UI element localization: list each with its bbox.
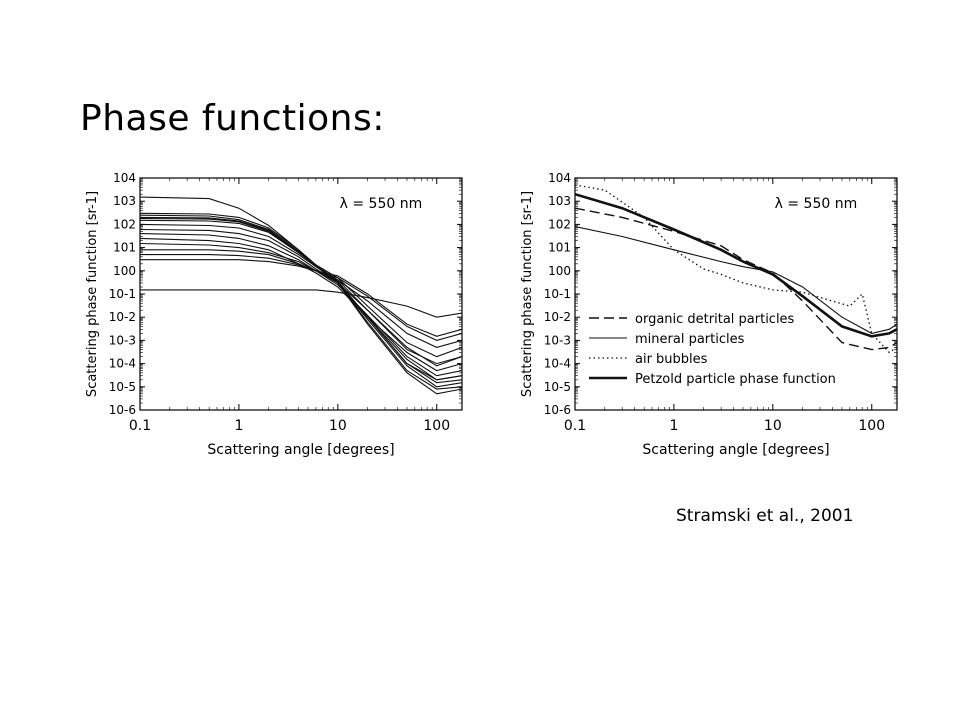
right-phase-function-chart: 10-610-510-410-310-210-11001011021031040… bbox=[520, 171, 898, 458]
x-tick-label: 100 bbox=[858, 418, 885, 434]
legend-label: mineral particles bbox=[635, 332, 745, 347]
series-line-4 bbox=[140, 223, 462, 384]
series-line-1 bbox=[575, 226, 897, 334]
y-tick-label: 10-4 bbox=[544, 357, 571, 371]
series-line-7 bbox=[140, 217, 462, 358]
y-tick-label: 10-3 bbox=[544, 333, 571, 347]
left-phase-function-chart: 10-610-510-410-310-210-11001011021031040… bbox=[85, 171, 463, 458]
series-line-12 bbox=[140, 259, 462, 337]
x-axis-label: Scattering angle [degrees] bbox=[207, 442, 394, 458]
series-line-3 bbox=[575, 192, 897, 338]
x-tick-label: 0.1 bbox=[129, 418, 151, 434]
y-tick-label: 10-2 bbox=[109, 310, 136, 324]
y-axis-label: Scattering phase function [sr-1] bbox=[85, 191, 100, 397]
y-tick-label: 104 bbox=[113, 171, 136, 185]
slide-title: Phase functions: bbox=[80, 98, 385, 139]
legend-label: organic detrital particles bbox=[635, 312, 795, 327]
series-line-3 bbox=[140, 228, 462, 381]
y-tick-label: 10-4 bbox=[109, 357, 136, 371]
y-tick-label: 10-6 bbox=[109, 403, 136, 417]
y-tick-label: 103 bbox=[113, 194, 136, 208]
x-tick-label: 1 bbox=[669, 418, 678, 434]
y-tick-label: 10-1 bbox=[544, 287, 571, 301]
series-line-13 bbox=[140, 196, 462, 395]
series-line-8 bbox=[140, 216, 462, 365]
x-tick-label: 10 bbox=[329, 418, 347, 434]
y-tick-label: 10-5 bbox=[544, 380, 571, 394]
y-tick-label: 10-3 bbox=[109, 333, 136, 347]
wavelength-annotation: λ = 550 nm bbox=[775, 196, 858, 212]
citation: Stramski et al., 2001 bbox=[676, 506, 854, 526]
series-line-11 bbox=[140, 254, 462, 341]
x-tick-label: 100 bbox=[423, 418, 450, 434]
x-tick-label: 1 bbox=[234, 418, 243, 434]
y-tick-label: 100 bbox=[113, 264, 136, 278]
y-tick-label: 10-1 bbox=[109, 287, 136, 301]
y-tick-label: 101 bbox=[113, 241, 136, 255]
series-line-14 bbox=[140, 289, 462, 318]
wavelength-annotation: λ = 550 nm bbox=[340, 196, 423, 212]
y-tick-label: 102 bbox=[113, 217, 136, 231]
series-line-2 bbox=[575, 184, 897, 354]
series-line-0 bbox=[140, 237, 462, 372]
x-tick-label: 10 bbox=[764, 418, 782, 434]
y-tick-label: 102 bbox=[548, 217, 571, 231]
legend-label: air bubbles bbox=[635, 352, 708, 367]
y-tick-label: 10-5 bbox=[109, 380, 136, 394]
y-tick-label: 103 bbox=[548, 194, 571, 208]
y-tick-label: 101 bbox=[548, 241, 571, 255]
y-axis-label: Scattering phase function [sr-1] bbox=[520, 191, 535, 397]
y-tick-label: 10-6 bbox=[544, 403, 571, 417]
y-tick-label: 100 bbox=[548, 264, 571, 278]
x-axis-label: Scattering angle [degrees] bbox=[642, 442, 829, 458]
x-tick-label: 0.1 bbox=[564, 418, 586, 434]
series-line-10 bbox=[140, 249, 462, 348]
series-line-0 bbox=[575, 207, 897, 351]
y-tick-label: 10-2 bbox=[544, 310, 571, 324]
legend-label: Petzold particle phase function bbox=[635, 372, 836, 387]
series-line-5 bbox=[140, 219, 462, 388]
y-tick-label: 104 bbox=[548, 171, 571, 185]
